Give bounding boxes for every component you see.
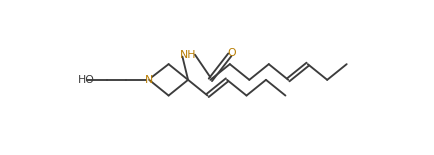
Text: NH: NH bbox=[179, 50, 196, 60]
Text: O: O bbox=[227, 49, 236, 58]
Text: N: N bbox=[145, 75, 153, 85]
Text: HO: HO bbox=[78, 75, 95, 85]
